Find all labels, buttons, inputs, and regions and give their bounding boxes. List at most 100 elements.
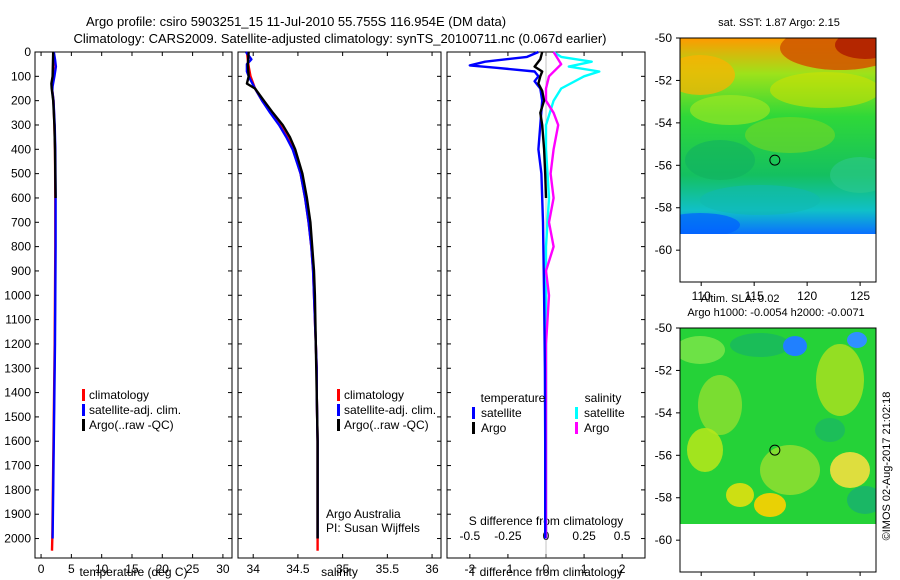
legend-swatch	[472, 422, 475, 434]
depth-tick-label: 1800	[4, 483, 31, 497]
x-tick-label: 25	[186, 562, 200, 576]
temperature-frame	[34, 51, 233, 559]
sst-map: sat. SST: 1.87 Argo: 2.15 -50 -52 -54 -56 -5…	[655, 17, 877, 303]
title-line-2: Climatology: CARS2009. Satellite-adjuste…	[73, 31, 606, 46]
x-tick-label: 15	[125, 562, 139, 576]
legend-label: Argo(..raw -QC)	[89, 418, 174, 432]
difference-series-s-satellite	[544, 50, 601, 539]
x-tick-label: 0	[38, 562, 45, 576]
x-tick-label: -1	[503, 562, 514, 576]
legend-label: satellite-adj. clim.	[89, 403, 181, 417]
sst-field	[680, 38, 876, 234]
legend-swatch	[337, 389, 340, 401]
depth-tick-label: 1900	[4, 507, 31, 521]
depth-tick-label: 1700	[4, 459, 31, 473]
difference-series-t-argo	[533, 51, 548, 199]
lat-tick-label: -56	[655, 448, 673, 462]
salinity-frame	[237, 51, 442, 559]
depth-tick-label: 800	[11, 240, 31, 254]
difference-xlabel: T difference from climatology	[469, 565, 623, 579]
argo-location-marker	[769, 154, 781, 166]
temperature-series-argo	[50, 51, 57, 199]
top-tick-label: 0.25	[572, 529, 596, 543]
title-line-1: Argo profile: csiro 5903251_15 11-Jul-20…	[86, 14, 506, 29]
x-tick-label: 0	[543, 562, 550, 576]
profile-plots: 0100200300400500600700800900100011001200…	[4, 45, 646, 579]
salinity-xlabel: salinity	[321, 565, 358, 579]
depth-tick-label: 100	[11, 69, 31, 83]
legend-swatch	[575, 422, 578, 434]
lon-tick-label: 125	[850, 289, 870, 303]
depth-tick-label: 1100	[5, 313, 31, 327]
legend-swatch	[575, 407, 578, 419]
top-tick-label: -0.5	[460, 529, 481, 543]
depth-tick-label: 700	[11, 215, 31, 229]
x-tick-label: -2	[465, 562, 476, 576]
annotation-line: PI: Susan Wijffels	[326, 521, 420, 535]
top-tick-label: 0.5	[614, 529, 631, 543]
legend-label: satellite-adj. clim.	[344, 403, 436, 417]
lat-tick-label: -54	[655, 116, 673, 130]
legend-swatch	[337, 419, 340, 431]
legend-swatch	[82, 419, 85, 431]
x-tick-label: 34	[247, 562, 261, 576]
depth-tick-label: 1500	[4, 410, 31, 424]
lat-tick-label: -56	[655, 158, 673, 172]
legend-swatch	[82, 404, 85, 416]
lat-tick-label: -60	[655, 533, 673, 547]
x-tick-label: 30	[216, 562, 230, 576]
depth-tick-label: 1600	[4, 434, 31, 448]
sla_map-frame	[679, 327, 877, 573]
lat-tick-label: -52	[655, 73, 673, 87]
legend-title-temperature: temperature	[481, 391, 546, 405]
legend-label: Argo(..raw -QC)	[344, 418, 429, 432]
sla-field	[680, 328, 876, 524]
depth-tick-label: 1300	[4, 361, 31, 375]
panel-difference: -2 -1 0 1 2T difference from climatology -0.5…	[446, 50, 646, 579]
sst_map-frame	[679, 37, 877, 283]
legend-swatch	[472, 407, 475, 419]
legend-swatch	[337, 404, 340, 416]
depth-tick-label: 0	[24, 45, 31, 59]
lon-tick-label: 115	[745, 289, 764, 303]
sla-map: Altim. SLA: 0.02 Argo h1000: -0.0054 h20…	[655, 293, 877, 580]
depth-tick-label: 500	[11, 167, 31, 181]
legend-label: Argo	[481, 421, 507, 435]
argo-location-marker	[769, 444, 781, 456]
legend-label: climatology	[89, 388, 149, 402]
x-tick-label: 10	[95, 562, 109, 576]
legend-label: satellite	[481, 406, 522, 420]
salinity-series-argo	[245, 51, 319, 539]
x-tick-label: 34.5	[286, 562, 310, 576]
legend-label: satellite	[584, 406, 625, 420]
x-tick-label: 35.5	[376, 562, 400, 576]
difference-series-t-satellite	[468, 50, 547, 539]
x-tick-label: 35	[336, 562, 350, 576]
x-tick-label: 36	[425, 562, 439, 576]
temperature-xlabel: temperature (deg C)	[79, 565, 187, 579]
lat-tick-label: -50	[655, 31, 673, 45]
sst-map-title: sat. SST: 1.87 Argo: 2.15	[718, 17, 840, 29]
legend-title-salinity: salinity	[585, 391, 622, 405]
x-tick-label: 2	[619, 562, 626, 576]
lon-tick-label: 110	[692, 289, 711, 303]
depth-tick-label: 2000	[4, 532, 31, 546]
annotation-line: Argo Australia	[326, 507, 401, 521]
depth-tick-label: 200	[11, 94, 31, 108]
depth-tick-label: 1200	[4, 337, 31, 351]
lat-tick-label: -58	[655, 491, 673, 505]
difference-series-s-argo	[544, 51, 563, 539]
x-tick-label: 5	[68, 562, 75, 576]
lat-tick-label: -54	[655, 406, 673, 420]
sla-map-subtitle: Argo h1000: -0.0054 h2000: -0.0071	[687, 307, 864, 319]
depth-tick-label: 1400	[4, 386, 31, 400]
x-tick-label: 20	[156, 562, 170, 576]
salinity-series-climatology	[245, 51, 319, 551]
top-tick-label: -0.25	[494, 529, 522, 543]
lat-tick-label: -60	[655, 243, 673, 257]
legend-swatch	[82, 389, 85, 401]
depth-tick-label: 400	[11, 142, 31, 156]
lat-tick-label: -58	[655, 201, 673, 215]
